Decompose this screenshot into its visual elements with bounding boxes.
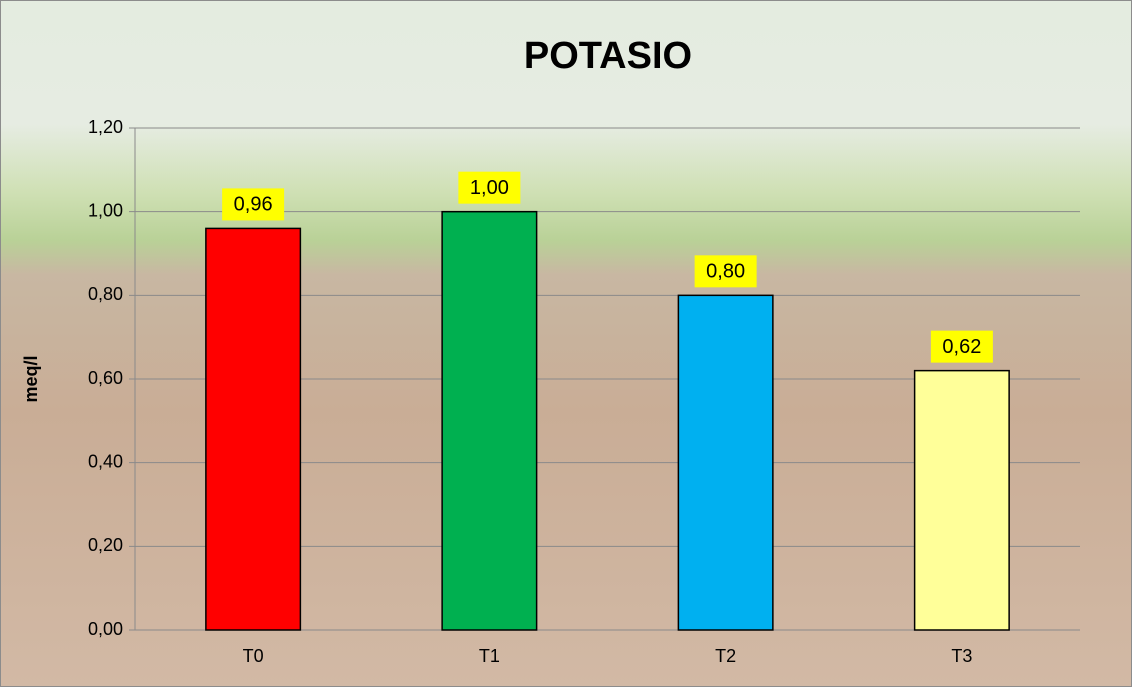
- y-tick-label: 0,80: [88, 284, 123, 304]
- y-tick-label: 0,40: [88, 451, 123, 471]
- bar: [677, 294, 774, 631]
- chart-title: POTASIO: [524, 35, 692, 77]
- x-tick-label: T2: [715, 646, 736, 666]
- x-tick-label: T3: [951, 646, 972, 666]
- y-axis-label: meq/l: [21, 355, 41, 402]
- bar: [205, 227, 302, 631]
- value-label: 0,96: [234, 194, 273, 216]
- value-label: 0,80: [706, 261, 745, 283]
- value-label: 1,00: [470, 177, 509, 199]
- value-label-bg: [694, 255, 757, 288]
- y-tick-label: 1,00: [88, 200, 123, 220]
- bar: [913, 369, 1010, 631]
- value-label-bg: [930, 330, 993, 363]
- value-label: 0,62: [942, 336, 981, 358]
- y-tick-label: 0,00: [88, 619, 123, 639]
- y-tick-label: 1,20: [88, 117, 123, 137]
- value-label-bg: [458, 171, 521, 204]
- bar: [441, 210, 538, 631]
- y-tick-label: 0,20: [88, 535, 123, 555]
- x-tick-label: T1: [479, 646, 500, 666]
- x-tick-label: T0: [243, 646, 264, 666]
- value-label-bg: [222, 188, 285, 221]
- y-tick-label: 0,60: [88, 368, 123, 388]
